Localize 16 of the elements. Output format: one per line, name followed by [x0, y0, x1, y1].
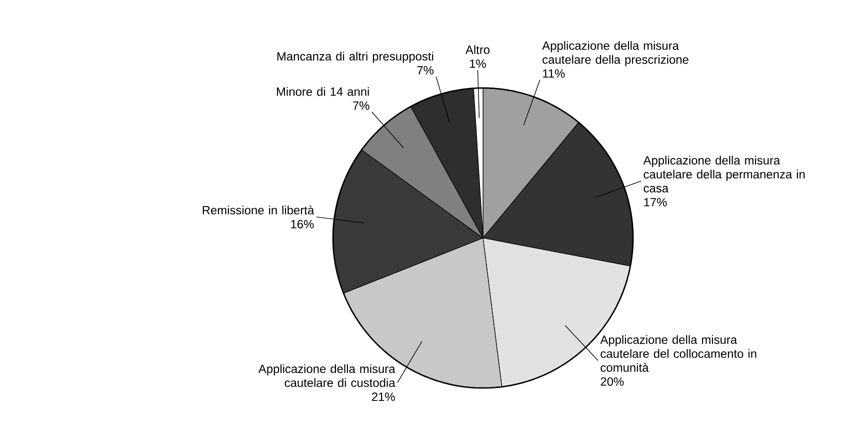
- data-label: 17%: [644, 198, 667, 206]
- slice-label: Mancanza di altri presupposti: [277, 52, 434, 63]
- data-label: 7%: [417, 66, 434, 74]
- data-label: 16%: [291, 220, 314, 228]
- slice-label: Minore di 14 anni: [276, 87, 369, 96]
- data-label: 7%: [353, 101, 370, 110]
- data-label: 21%: [372, 392, 395, 401]
- slice-label: Applicazione della misura cautelare della permanenza in casa: [643, 156, 805, 192]
- data-label: 11%: [543, 69, 565, 78]
- slice-label: Applicazione della misura cautelare del collocamento in comunità: [600, 335, 756, 372]
- data-label: 1%: [470, 60, 486, 68]
- slice-label: Applicazione della misura cautelare della prescrizione: [542, 41, 688, 66]
- slice-label: Altro: [465, 45, 490, 54]
- data-label: 20%: [600, 377, 624, 386]
- slice-label: Applicazione della misura cautelare di custodia: [258, 364, 396, 388]
- slice-label: Remissione in libertà: [202, 206, 314, 214]
